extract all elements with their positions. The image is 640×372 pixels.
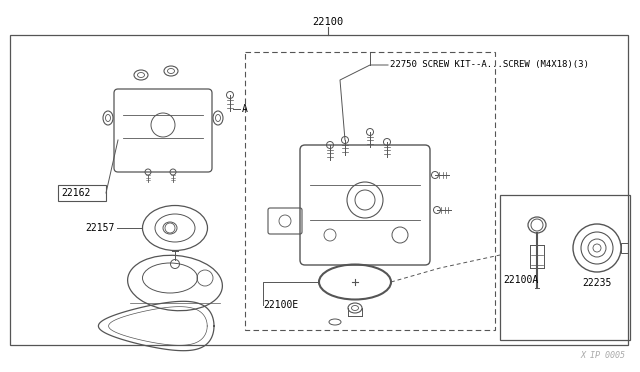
Bar — [58, 185, 106, 201]
Text: 22162: 22162 — [61, 188, 90, 198]
Text: 22750 SCREW KIT--A...SCREW (M4X18)(3): 22750 SCREW KIT--A...SCREW (M4X18)(3) — [390, 61, 589, 70]
Text: A: A — [242, 104, 248, 114]
Bar — [10, 35, 628, 345]
Text: 22100E: 22100E — [263, 300, 298, 310]
Text: 22100A: 22100A — [503, 275, 538, 285]
Text: 22157: 22157 — [86, 223, 115, 233]
Bar — [245, 52, 495, 330]
Text: X IP 0005: X IP 0005 — [581, 352, 626, 360]
Bar — [621, 243, 628, 253]
Bar — [500, 195, 630, 340]
Text: 22235: 22235 — [582, 278, 612, 288]
Text: 22100: 22100 — [312, 17, 344, 27]
